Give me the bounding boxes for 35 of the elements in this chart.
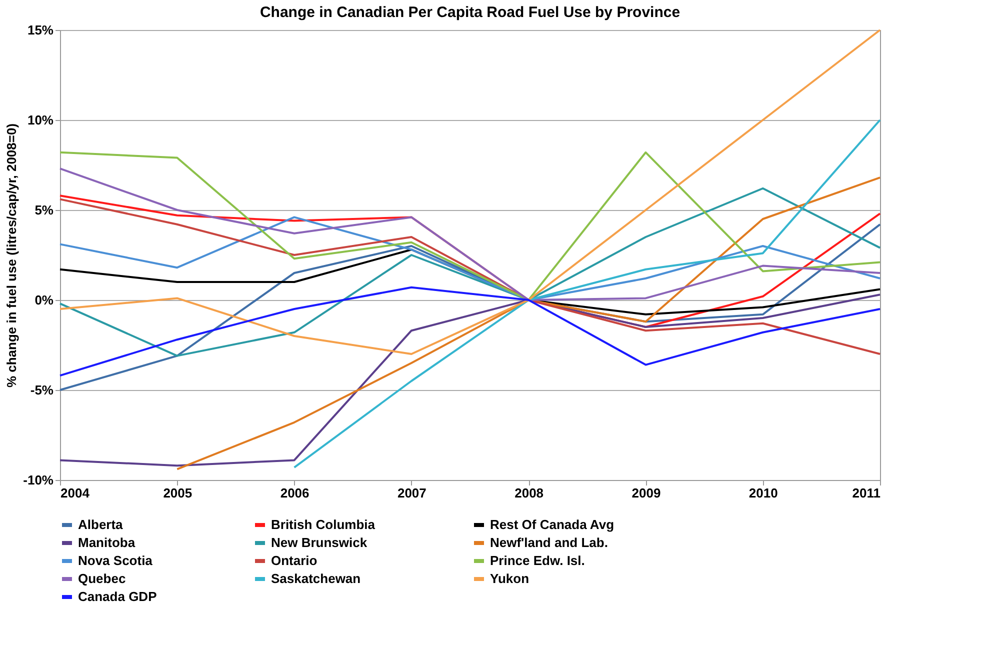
chart-title: Change in Canadian Per Capita Road Fuel Use by Province [260,4,680,21]
x-tick-label: 2011 [852,486,880,500]
y-tick-label: 10% [27,112,54,128]
line-series [59,294,881,467]
y-tick-label: -5% [30,382,54,398]
x-tick-label: 2004 [60,486,90,500]
y-axis-title: % change in fuel use (litres/cap/yr, 2008=0) [4,123,20,388]
legend-label: Prince Edw. Isl. [490,553,585,568]
legend-label: Ontario [271,553,318,568]
line-series [176,176,881,470]
x-tick-label: 2006 [280,486,310,500]
legend-label: Newf'land and Lab. [490,535,608,550]
legend-label: Quebec [78,571,126,586]
legend-label: Saskatchewan [271,571,361,586]
legend-label: Nova Scotia [78,553,154,568]
y-tick-label: 0% [34,292,54,308]
x-tick-label: 2005 [163,486,192,500]
y-tick-label: -10% [23,472,54,488]
line-series [59,216,881,301]
y-tick-label: 5% [34,202,54,218]
legend-label: New Brunswick [271,535,368,550]
x-tick-label: 2008 [514,486,544,500]
legend-label: Manitoba [78,535,136,550]
legend-label: Canada GDP [78,589,158,604]
line-series [293,119,881,468]
line-series [59,29,881,355]
y-tick-label: 15% [27,22,54,38]
legend-label: Yukon [490,571,530,586]
x-tick-label: 2010 [748,486,778,500]
legend-label: Rest Of Canada Avg [490,517,614,532]
x-tick-label: 2009 [632,486,661,500]
legend-label: British Columbia [271,517,376,532]
x-tick-label: 2007 [397,486,426,500]
line-series [59,286,881,377]
legend-label: Alberta [78,517,124,532]
